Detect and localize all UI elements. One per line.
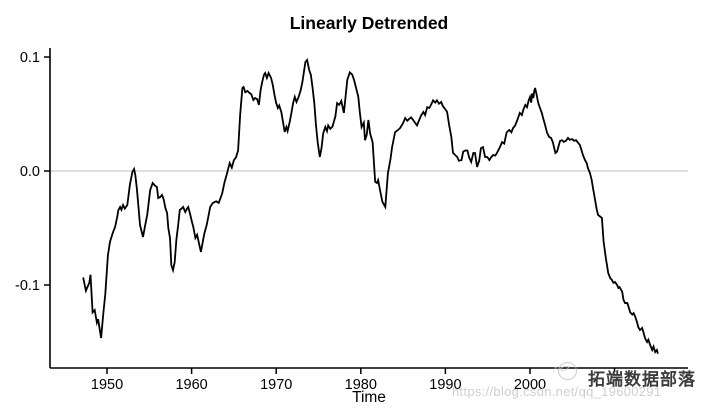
x-tick-label: 1980	[345, 377, 377, 393]
watermark-text: 拓端数据部落	[588, 370, 696, 389]
x-tick-label: 1970	[260, 377, 292, 393]
x-tick-label: 1990	[429, 377, 461, 393]
y-tick-label: 0.0	[20, 164, 40, 180]
csdn-logo-icon	[551, 359, 579, 388]
x-tick-label: 1960	[175, 377, 207, 393]
y-tick-label: -0.1	[15, 278, 40, 294]
watermark-url: https://blog.csdn.net/qq_19600291	[452, 384, 662, 399]
chart-title: Linearly Detrended	[289, 13, 449, 33]
y-tick-label: 0.1	[20, 50, 40, 66]
series-line	[82, 58, 659, 354]
x-tick-label: 1950	[91, 377, 123, 393]
x-tick-label: 2000	[514, 377, 546, 393]
x-axis-title: Time	[352, 389, 386, 406]
